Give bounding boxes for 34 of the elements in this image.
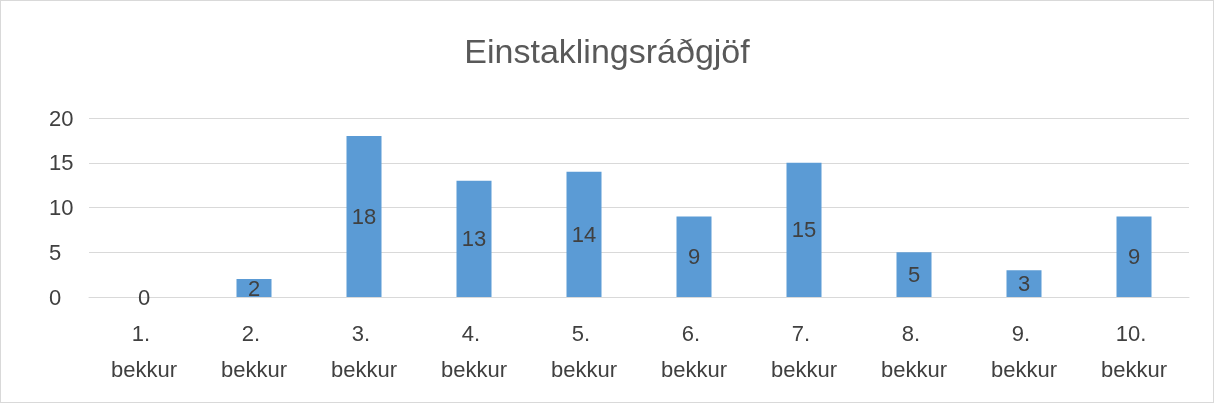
data-label: 2	[247, 275, 261, 301]
bar	[346, 135, 382, 297]
bar	[566, 171, 602, 297]
x-tick-label: 1. bekkur	[110, 320, 178, 382]
x-tick-label: 9. bekkur	[990, 320, 1058, 382]
data-label: 0	[137, 284, 151, 310]
data-label: 18	[351, 203, 377, 229]
y-tick-label: 15	[49, 150, 74, 176]
x-tick-label: 7. bekkur	[770, 320, 838, 382]
x-tick-label: 6. bekkur	[660, 320, 728, 382]
x-tick-label: 4. bekkur	[440, 320, 508, 382]
data-label: 15	[791, 217, 817, 243]
data-label: 9	[1127, 244, 1141, 270]
y-tick-label: 20	[49, 105, 74, 131]
bar	[786, 162, 822, 297]
bar	[676, 216, 712, 297]
x-tick-label: 2. bekkur	[220, 320, 288, 382]
x-tick-label: 8. bekkur	[880, 320, 948, 382]
bar	[896, 252, 932, 297]
chart-title: Einstaklingsráðgjöf	[464, 32, 751, 70]
bar	[1006, 270, 1042, 297]
y-tick-label: 5	[49, 239, 62, 265]
bar	[1116, 216, 1152, 297]
y-tick-label: 0	[49, 284, 62, 310]
x-tick-label: 3. bekkur	[330, 320, 398, 382]
data-label: 3	[1017, 271, 1031, 297]
y-tick-label: 10	[49, 195, 74, 220]
bar	[456, 180, 492, 297]
x-tick-label: 5. bekkur	[550, 320, 618, 382]
data-label: 14	[571, 221, 597, 247]
x-tick-label: 10. bekkur	[1100, 320, 1168, 382]
data-label: 9	[687, 244, 701, 270]
data-label: 13	[461, 226, 487, 252]
data-label: 5	[907, 262, 921, 288]
